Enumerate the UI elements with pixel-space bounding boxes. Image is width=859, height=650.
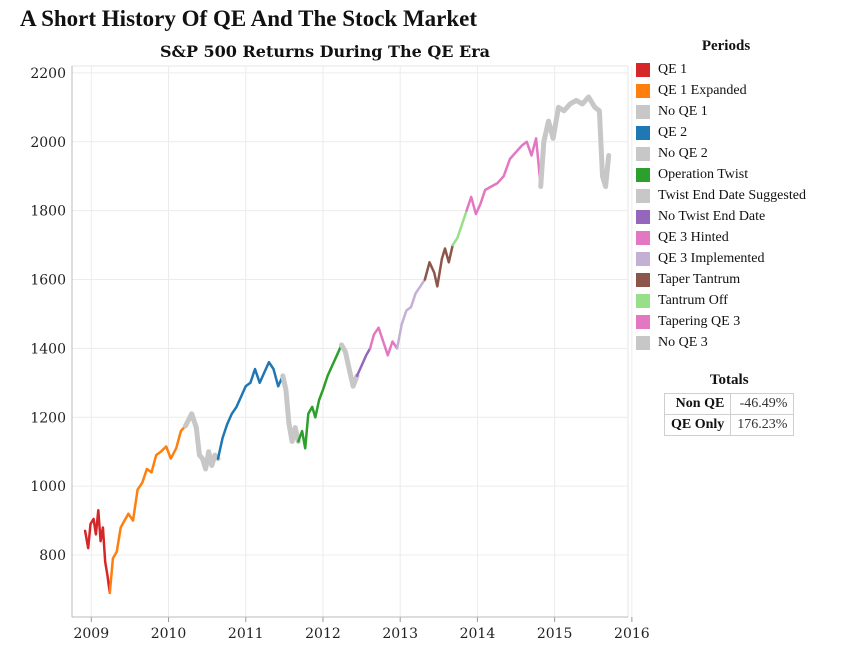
totals-panel: Totals Non QE -46.49% QE Only 176.23% — [663, 372, 795, 436]
series-line-no-twist-end-date — [355, 347, 372, 378]
series-line-taper-tantrum — [423, 243, 454, 288]
legend-label: QE 3 Implemented — [658, 250, 765, 266]
legend-item: No QE 3 — [636, 332, 856, 353]
x-tick-label: 2016 — [614, 626, 650, 642]
totals-row: QE Only 176.23% — [663, 414, 795, 436]
series-line-tapering-qe-3 — [465, 137, 542, 216]
legend-swatch — [636, 83, 650, 98]
x-tick-label: 2012 — [305, 626, 341, 642]
legend-item: Tapering QE 3 — [636, 311, 856, 332]
y-tick-label: 1000 — [30, 479, 66, 495]
legend-swatch — [636, 188, 650, 203]
y-tick-label: 2000 — [30, 135, 66, 151]
legend-item: QE 2 — [636, 122, 856, 143]
legend-label: No QE 1 — [658, 103, 708, 119]
legend-label: Operation Twist — [658, 166, 749, 182]
series-line-qe-1 — [83, 508, 112, 595]
legend-swatch — [636, 104, 650, 119]
legend-swatch — [636, 293, 650, 308]
series-line-no-qe-3 — [538, 94, 612, 189]
legend-item: Taper Tantrum — [636, 269, 856, 290]
legend-item: Tantrum Off — [636, 290, 856, 311]
legend-swatch — [636, 62, 650, 77]
y-tick-label: 800 — [39, 548, 66, 564]
legend-label: QE 1 Expanded — [658, 82, 747, 98]
x-tick-label: 2010 — [151, 626, 187, 642]
series-line-no-qe-2 — [280, 373, 301, 444]
chart-main-title: A Short History Of QE And The Stock Mark… — [20, 6, 478, 31]
series-line-qe-2 — [216, 360, 285, 460]
y-tick-label: 1600 — [30, 273, 66, 289]
legend-item: No QE 2 — [636, 143, 856, 164]
legend-label: No QE 2 — [658, 145, 708, 161]
totals-label: Non QE — [663, 393, 732, 415]
legend-title: Periods — [701, 38, 751, 54]
legend-label: QE 3 Hinted — [658, 229, 729, 245]
legend-label: Tapering QE 3 — [658, 313, 741, 329]
legend-swatch — [636, 209, 650, 224]
legend-label: Twist End Date Suggested — [658, 187, 806, 203]
legend-item: No QE 1 — [636, 101, 856, 122]
legend-label: QE 1 — [658, 61, 688, 77]
legend-swatch — [636, 272, 650, 287]
series-line-tantrum-off — [451, 209, 468, 247]
chart-subtitle: S&P 500 Returns During The QE Era — [160, 42, 490, 61]
legend-swatch — [636, 125, 650, 140]
series-line-qe-1-expanded — [108, 424, 187, 595]
x-tick-label: 2015 — [537, 626, 573, 642]
legend-swatch — [636, 230, 650, 245]
totals-value: -46.49% — [730, 393, 795, 415]
totals-row: Non QE -46.49% — [663, 393, 795, 415]
legend-item: Twist End Date Suggested — [636, 185, 856, 206]
legend-item: QE 1 Expanded — [636, 80, 856, 101]
legend-swatch — [636, 146, 650, 161]
legend: Periods QE 1 QE 1 Expanded No QE 1 QE 2 No Q… — [636, 38, 856, 353]
legend-item: No Twist End Date — [636, 206, 856, 227]
series-line-qe-3-hinted — [368, 326, 399, 357]
legend-item: QE 3 Hinted — [636, 227, 856, 248]
x-tick-label: 2009 — [73, 626, 109, 642]
x-tick-label: 2011 — [228, 626, 264, 642]
legend-swatch — [636, 314, 650, 329]
legend-swatch — [636, 167, 650, 182]
y-tick-label: 2200 — [30, 66, 66, 82]
legend-swatch — [636, 335, 650, 350]
legend-label: No Twist End Date — [658, 208, 766, 224]
totals-label: QE Only — [663, 414, 732, 436]
x-tick-label: 2013 — [382, 626, 418, 642]
legend-swatch — [636, 251, 650, 266]
totals-value: 176.23% — [730, 414, 795, 436]
legend-label: Tantrum Off — [658, 292, 728, 308]
series-line-twist-end-date-suggested — [339, 342, 360, 389]
legend-item: QE 3 Implemented — [636, 248, 856, 269]
y-tick-label: 1200 — [30, 410, 66, 426]
legend-label: QE 2 — [658, 124, 688, 140]
totals-table: Non QE -46.49% QE Only 176.23% — [663, 393, 795, 436]
series-line-operation-twist — [297, 343, 343, 450]
legend-item: QE 1 — [636, 59, 856, 80]
legend-item: Operation Twist — [636, 164, 856, 185]
totals-title: Totals — [709, 372, 749, 388]
series-line-no-qe-1 — [183, 411, 221, 472]
y-tick-label: 1400 — [30, 341, 66, 357]
y-tick-label: 1800 — [30, 204, 66, 220]
legend-label: Taper Tantrum — [658, 271, 741, 287]
legend-label: No QE 3 — [658, 334, 708, 350]
series-line-qe-3-implemented — [395, 278, 427, 350]
x-tick-label: 2014 — [460, 626, 496, 642]
